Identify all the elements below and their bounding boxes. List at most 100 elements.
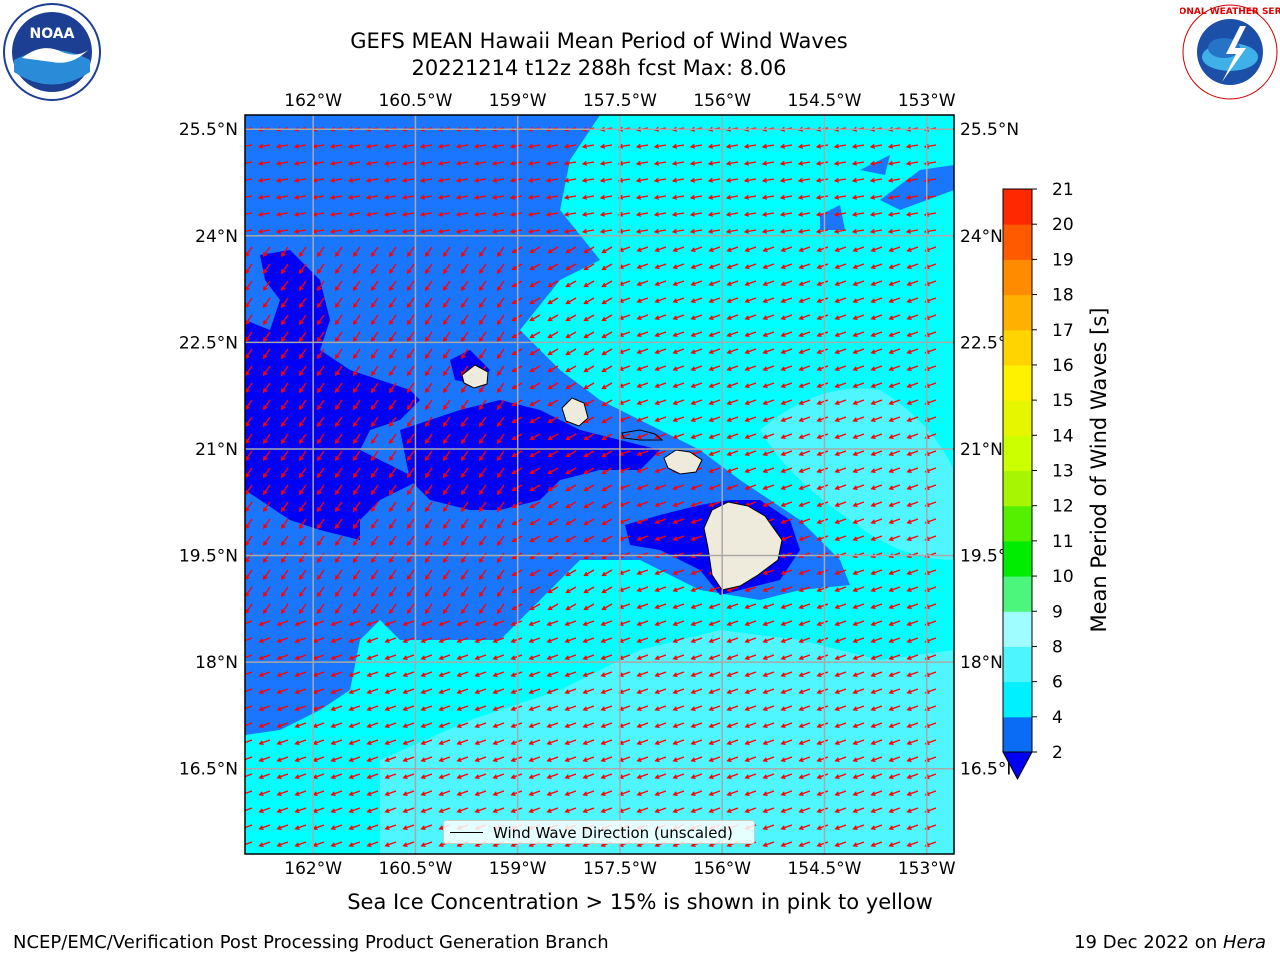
wind-arrow: [815, 143, 829, 149]
wind-arrow: [419, 211, 433, 217]
wind-arrow: [601, 518, 613, 526]
wind-arrow: [600, 807, 613, 814]
wind-arrow: [852, 807, 865, 814]
wind-arrow: [280, 450, 289, 462]
wind-arrow: [906, 620, 919, 627]
wind-arrow: [636, 790, 649, 797]
wind-arrow: [330, 739, 343, 746]
wind-arrow: [690, 246, 703, 253]
wind-arrow: [406, 365, 415, 377]
wind-arrow: [547, 518, 559, 526]
wind-arrow: [402, 807, 415, 814]
wind-arrow: [280, 365, 289, 377]
wind-arrow: [294, 773, 307, 780]
wind-arrow: [529, 569, 541, 577]
wind-arrow: [888, 280, 901, 287]
wind-arrow: [654, 688, 667, 695]
wind-arrow: [672, 756, 685, 763]
wind-arrow: [672, 569, 685, 576]
wind-arrow: [478, 280, 487, 292]
footer-host: Hera: [1222, 932, 1266, 953]
wind-arrow: [654, 246, 667, 253]
wind-arrow: [491, 228, 505, 234]
wind-arrow: [852, 399, 865, 406]
wind-arrow: [438, 671, 451, 678]
wind-arrow: [601, 331, 613, 339]
wind-arrow: [744, 484, 757, 491]
wind-arrow: [262, 314, 271, 326]
wind-arrow: [442, 314, 451, 326]
wind-arrow: [583, 382, 595, 390]
wind-arrow: [565, 518, 577, 526]
wind-arrow: [834, 348, 847, 355]
wind-arrow: [316, 450, 325, 462]
wind-arrow: [780, 739, 793, 746]
wind-arrow: [726, 603, 739, 610]
wind-arrow: [726, 314, 739, 321]
wind-arrow: [298, 569, 307, 581]
wind-arrow: [245, 229, 253, 234]
wind-arrow: [672, 365, 685, 372]
wind-arrow: [565, 433, 577, 441]
wind-arrow: [370, 586, 379, 598]
wind-arrow: [438, 688, 451, 695]
wind-arrow: [262, 416, 271, 428]
wind-arrow: [601, 586, 613, 594]
wind-arrow: [547, 603, 559, 611]
wind-arrow: [600, 637, 613, 644]
wind-arrow: [906, 654, 919, 661]
wind-arrow: [744, 246, 757, 253]
wind-arrow: [293, 211, 307, 217]
wind-arrow: [316, 586, 325, 598]
wind-arrow: [245, 195, 253, 200]
wind-arrow: [565, 297, 577, 305]
wind-arrow: [365, 160, 379, 166]
wind-arrow: [528, 773, 541, 780]
wind-arrow: [797, 194, 811, 200]
wind-arrow: [816, 569, 829, 576]
wind-arrow: [906, 773, 919, 780]
colorbar-swatch: [1003, 294, 1032, 331]
wind-arrow: [384, 841, 397, 848]
wind-arrow: [424, 280, 433, 292]
wind-arrow: [906, 331, 919, 338]
wind-arrow: [276, 671, 289, 678]
wind-arrow: [388, 535, 397, 547]
wind-arrow: [366, 671, 379, 678]
wind-arrow: [456, 705, 469, 712]
wind-arrow: [529, 280, 541, 288]
wind-arrow: [798, 637, 811, 644]
wind-arrow: [671, 211, 685, 217]
wind-arrow: [388, 450, 397, 462]
wind-arrow: [492, 790, 505, 797]
wind-arrow: [491, 211, 505, 217]
wind-arrow: [473, 177, 487, 183]
wind-arrow: [888, 756, 901, 763]
wind-arrow: [366, 654, 379, 661]
wind-arrow: [388, 280, 397, 292]
wind-arrow: [460, 416, 469, 428]
wind-arrow: [905, 228, 919, 234]
wind-arrow: [780, 671, 793, 678]
wind-arrow: [334, 535, 343, 547]
wind-arrow: [906, 297, 919, 304]
wind-arrow: [744, 671, 757, 678]
wind-arrow: [474, 654, 487, 661]
wind-arrow: [401, 194, 415, 200]
wind-arrow: [383, 228, 397, 234]
wind-arrow: [334, 450, 343, 462]
wind-arrow: [276, 705, 289, 712]
wind-arrow: [460, 433, 469, 445]
wind-arrow: [834, 620, 847, 627]
wind-arrow: [708, 450, 721, 457]
sea-ice-caption: Sea Ice Concentration > 15% is shown in …: [347, 890, 933, 914]
colorbar-swatch: [1003, 224, 1032, 260]
wind-arrow: [424, 348, 433, 360]
wind-arrow: [438, 637, 451, 644]
wind-arrow: [869, 160, 883, 166]
wind-arrow: [636, 280, 649, 287]
wind-arrow: [460, 569, 469, 581]
wind-arrow: [334, 433, 343, 445]
wind-arrow: [780, 348, 793, 355]
wind-arrow: [653, 143, 667, 149]
